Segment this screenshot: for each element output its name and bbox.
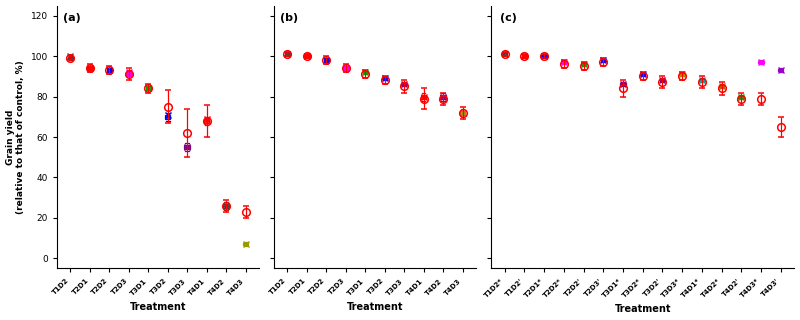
Y-axis label: Grain yield
(relative to that of control, %): Grain yield (relative to that of control… bbox=[6, 60, 25, 214]
Bar bbox=[460, 111, 466, 115]
X-axis label: Treatment: Treatment bbox=[346, 302, 403, 312]
Bar bbox=[165, 115, 170, 119]
Bar bbox=[285, 53, 290, 55]
Bar bbox=[758, 61, 764, 63]
Bar bbox=[106, 69, 112, 71]
Bar bbox=[542, 55, 547, 57]
Bar bbox=[343, 67, 349, 69]
Bar bbox=[502, 53, 507, 55]
Bar bbox=[146, 87, 151, 90]
Bar bbox=[304, 55, 310, 57]
Text: (c): (c) bbox=[500, 13, 517, 23]
Bar bbox=[87, 67, 93, 69]
Bar bbox=[126, 73, 131, 75]
Text: (a): (a) bbox=[63, 13, 81, 23]
Bar bbox=[718, 85, 724, 87]
X-axis label: Treatment: Treatment bbox=[614, 304, 671, 315]
Bar bbox=[699, 79, 705, 81]
Bar bbox=[640, 73, 646, 75]
Bar bbox=[660, 79, 665, 81]
Bar bbox=[242, 243, 248, 245]
Bar bbox=[601, 59, 606, 61]
Bar bbox=[421, 94, 426, 99]
Bar bbox=[561, 61, 566, 63]
Bar bbox=[679, 73, 685, 75]
Bar bbox=[185, 145, 190, 149]
Bar bbox=[402, 84, 407, 85]
Bar bbox=[324, 59, 329, 61]
Bar bbox=[738, 96, 744, 98]
Bar bbox=[362, 71, 368, 73]
Bar bbox=[441, 94, 446, 99]
Bar bbox=[522, 55, 527, 57]
X-axis label: Treatment: Treatment bbox=[130, 302, 186, 312]
Bar bbox=[581, 63, 586, 65]
Bar bbox=[204, 119, 210, 123]
Bar bbox=[223, 204, 229, 208]
Bar bbox=[778, 69, 783, 71]
Text: (b): (b) bbox=[280, 13, 298, 23]
Bar bbox=[68, 57, 73, 59]
Bar bbox=[620, 84, 626, 85]
Bar bbox=[382, 77, 387, 79]
